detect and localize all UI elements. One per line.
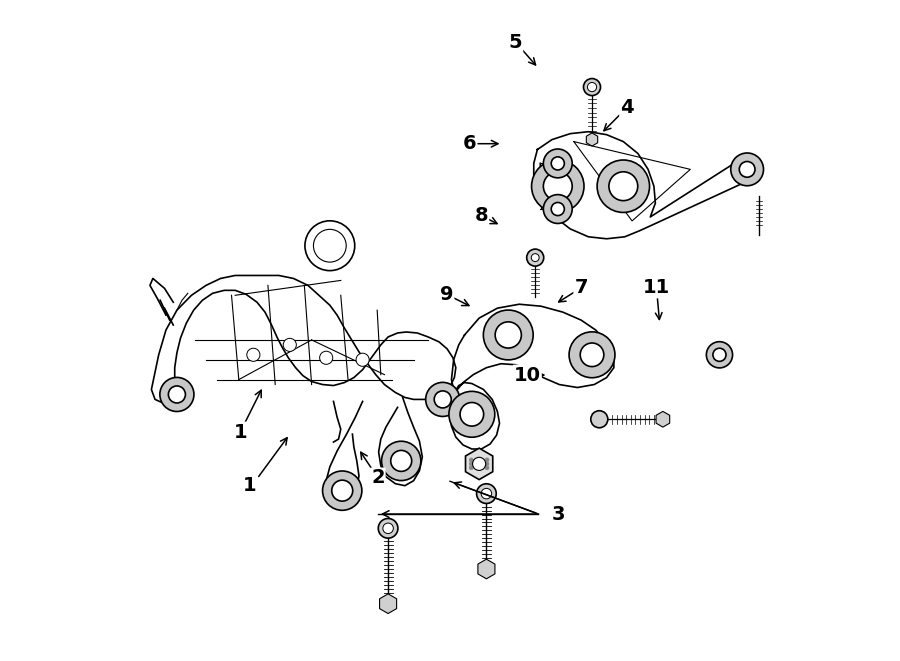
Circle shape — [485, 466, 489, 470]
Circle shape — [544, 194, 572, 223]
Circle shape — [284, 338, 296, 352]
Circle shape — [706, 342, 733, 368]
Circle shape — [322, 471, 362, 510]
Text: 6: 6 — [463, 134, 476, 153]
Circle shape — [378, 518, 398, 538]
Circle shape — [382, 523, 393, 533]
Circle shape — [731, 153, 763, 186]
Circle shape — [168, 386, 185, 403]
Text: 9: 9 — [440, 285, 454, 304]
Circle shape — [434, 391, 451, 408]
Circle shape — [551, 202, 564, 215]
Circle shape — [609, 172, 638, 201]
Text: 4: 4 — [620, 98, 634, 117]
Circle shape — [531, 254, 539, 262]
Circle shape — [160, 377, 194, 412]
Polygon shape — [380, 594, 397, 613]
Circle shape — [544, 172, 572, 201]
Circle shape — [482, 488, 491, 499]
Circle shape — [551, 157, 564, 170]
Circle shape — [469, 458, 473, 462]
Circle shape — [477, 484, 496, 504]
Circle shape — [483, 310, 533, 360]
Circle shape — [495, 322, 521, 348]
Circle shape — [532, 160, 584, 212]
Circle shape — [382, 442, 421, 481]
Circle shape — [583, 79, 600, 96]
Circle shape — [588, 83, 597, 92]
Text: 1: 1 — [243, 476, 256, 495]
Text: 10: 10 — [514, 366, 541, 385]
Text: 11: 11 — [643, 278, 670, 297]
Polygon shape — [478, 559, 495, 579]
Circle shape — [590, 410, 608, 428]
Circle shape — [426, 382, 460, 416]
Circle shape — [739, 161, 755, 177]
Circle shape — [580, 343, 604, 367]
Circle shape — [356, 353, 369, 366]
Circle shape — [305, 221, 355, 270]
Circle shape — [391, 450, 411, 471]
Text: 1: 1 — [233, 422, 248, 442]
Text: 7: 7 — [574, 278, 588, 297]
Text: 2: 2 — [371, 469, 384, 487]
Circle shape — [320, 351, 333, 364]
Circle shape — [713, 348, 726, 362]
Circle shape — [569, 332, 615, 377]
Circle shape — [477, 458, 482, 462]
Text: 3: 3 — [552, 504, 565, 524]
Polygon shape — [656, 411, 670, 427]
Circle shape — [460, 403, 483, 426]
Circle shape — [485, 462, 489, 466]
Circle shape — [332, 480, 353, 501]
Text: 5: 5 — [508, 32, 522, 52]
Circle shape — [469, 462, 473, 466]
Circle shape — [472, 457, 486, 471]
Circle shape — [477, 466, 482, 470]
Circle shape — [526, 249, 544, 266]
Polygon shape — [465, 448, 493, 480]
Polygon shape — [586, 133, 598, 146]
Circle shape — [485, 458, 489, 462]
Text: 8: 8 — [474, 206, 489, 225]
Circle shape — [597, 160, 650, 212]
Polygon shape — [151, 276, 455, 405]
Circle shape — [469, 466, 473, 470]
Circle shape — [313, 229, 346, 262]
Circle shape — [544, 149, 572, 178]
Circle shape — [247, 348, 260, 362]
Circle shape — [449, 391, 495, 437]
Circle shape — [477, 462, 482, 466]
